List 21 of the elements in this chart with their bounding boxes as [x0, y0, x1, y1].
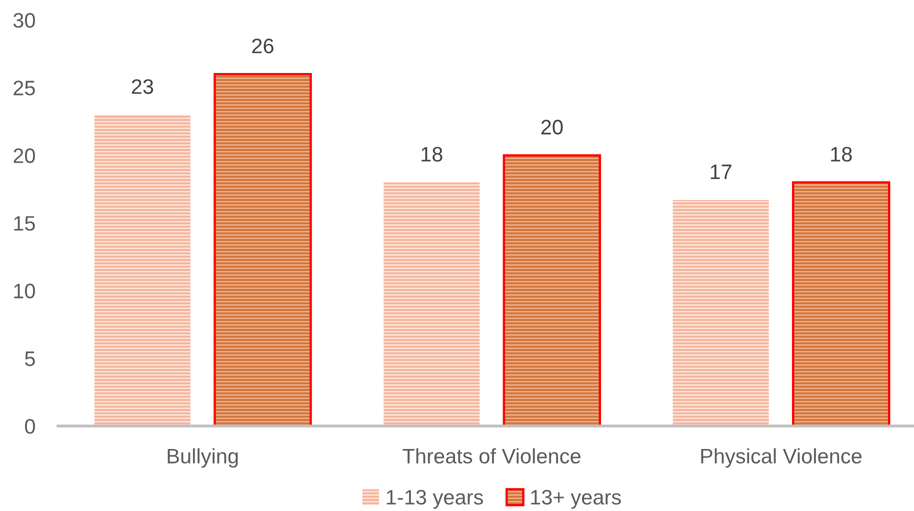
y-tick-label: 20	[14, 148, 35, 164]
data-label: 26	[252, 38, 274, 54]
bar	[94, 114, 190, 426]
x-tick-label: Bullying	[168, 448, 238, 468]
data-label: 18	[422, 146, 442, 162]
legend-label: 13+ years	[531, 490, 621, 509]
x-tick-label: Threats of Violence	[402, 448, 580, 464]
y-tick-label: 10	[14, 284, 35, 298]
data-label: 18	[831, 146, 852, 162]
y-tick-label: 15	[14, 216, 35, 231]
bar	[384, 182, 480, 426]
y-tick-label: 5	[25, 352, 35, 366]
y-tick-label: 30	[13, 13, 35, 28]
data-label: 17	[710, 164, 732, 180]
bar	[672, 200, 769, 426]
legend-label: 1-13 years	[386, 490, 483, 509]
x-tick-label: Physical Violence	[701, 448, 862, 468]
y-tick-label: 0	[25, 419, 35, 434]
data-label: 23	[132, 79, 154, 94]
y-tick-label: 25	[14, 80, 35, 96]
data-label: 20	[541, 120, 563, 135]
